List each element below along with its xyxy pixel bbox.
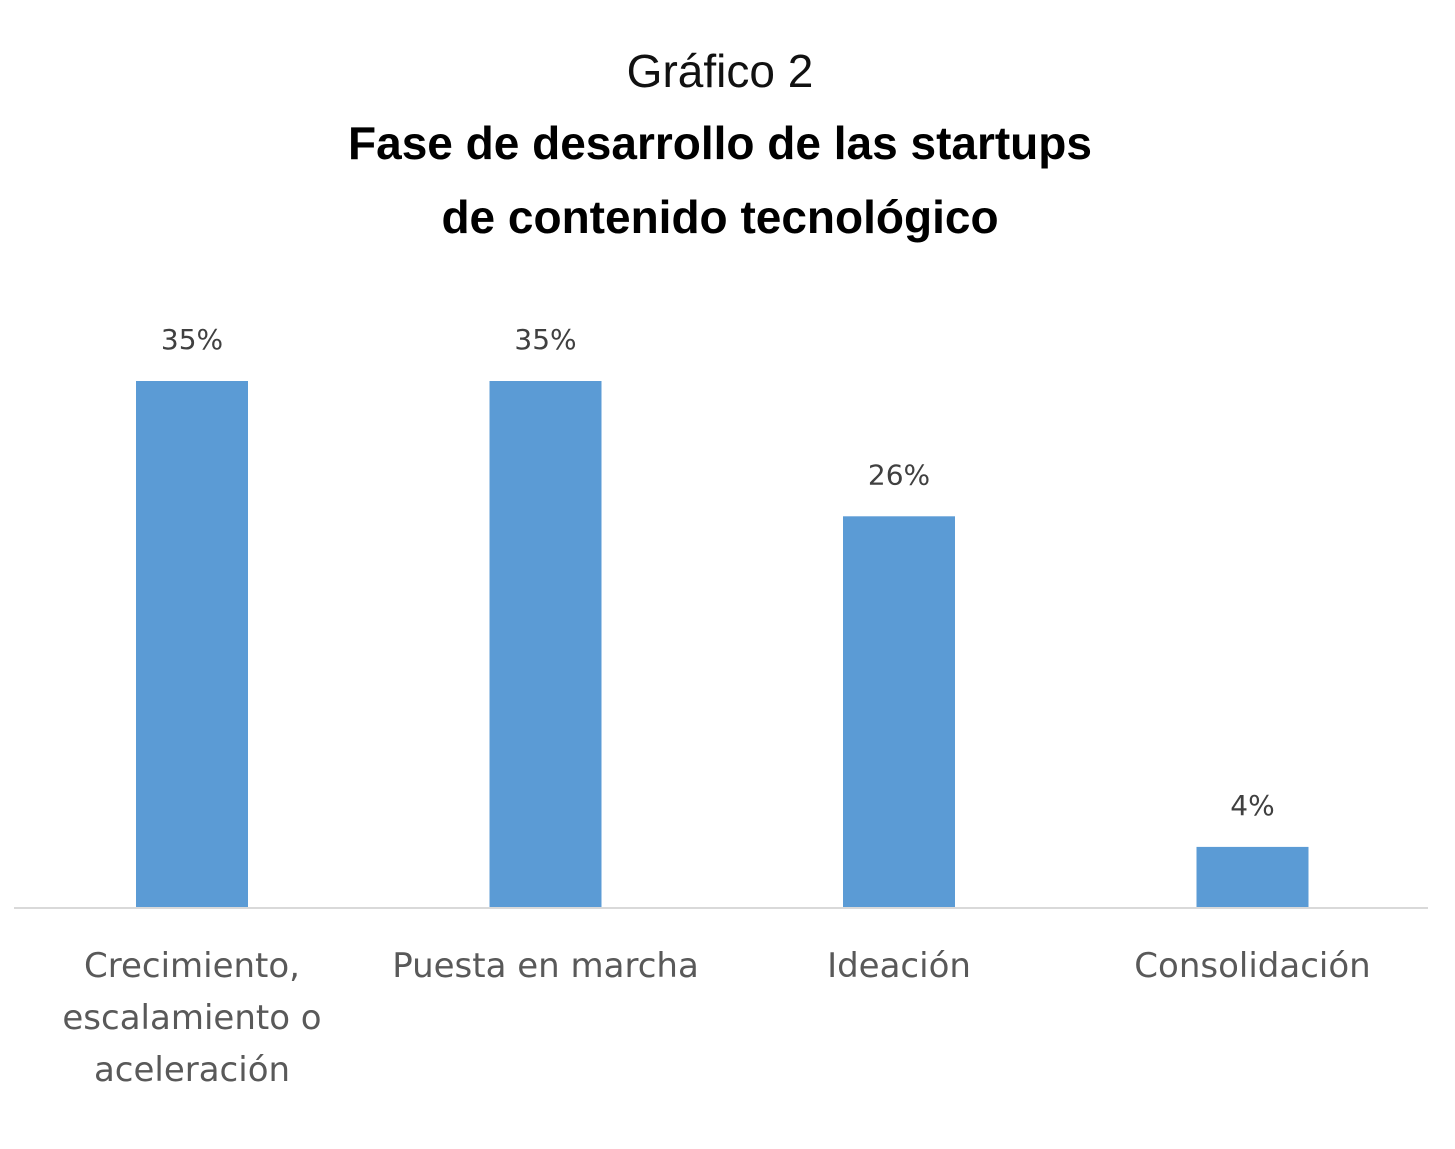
- category-label-0-line-1: escalamiento o: [62, 998, 321, 1038]
- figure-label: Gráfico 2: [626, 45, 814, 97]
- data-label-2: 26%: [868, 458, 930, 491]
- data-label-0: 35%: [161, 323, 223, 356]
- chart-title-line-2: de contenido tecnológico: [441, 191, 999, 243]
- bar-2: [843, 516, 955, 907]
- bar-0: [136, 381, 248, 907]
- category-label-1-line-0: Puesta en marcha: [392, 946, 699, 986]
- category-label-1: Puesta en marcha: [392, 946, 699, 986]
- category-label-0-line-0: Crecimiento,: [84, 946, 300, 986]
- bar-1: [489, 381, 602, 907]
- category-label-2: Ideación: [827, 946, 971, 986]
- category-label-3-line-0: Consolidación: [1134, 946, 1370, 986]
- chart-title-line-1: Fase de desarrollo de las startups: [348, 117, 1092, 169]
- category-label-0-line-2: aceleración: [94, 1050, 290, 1090]
- data-label-3: 4%: [1230, 789, 1274, 822]
- bar-3: [1196, 846, 1309, 907]
- category-label-2-line-0: Ideación: [827, 946, 971, 986]
- category-label-3: Consolidación: [1134, 946, 1370, 986]
- data-label-1: 35%: [514, 323, 576, 356]
- category-label-0: Crecimiento, escalamiento o aceleración: [62, 946, 321, 1090]
